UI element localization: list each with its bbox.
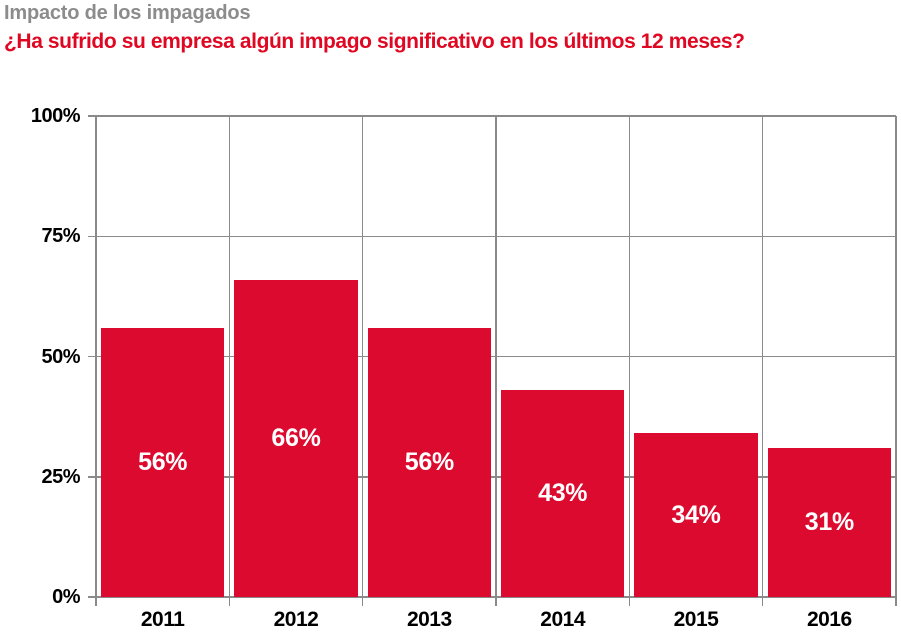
bar-2011: 56% [101,327,225,597]
horizontal-gridline [96,355,896,358]
chart-title: Impacto de los impagados [4,2,251,24]
x-tick-label: 2014 [540,608,586,631]
y-axis-tick [88,235,96,237]
x-axis-tick [361,597,364,606]
bar-value-label: 56% [404,447,454,476]
bar-2014: 43% [501,390,625,597]
plot-right-border [895,116,897,597]
x-axis-tick [95,597,97,606]
bar-2013: 56% [367,327,491,597]
x-axis-tick [895,597,897,606]
x-tick-label: 2016 [806,608,852,631]
x-tick-label: 2011 [140,608,185,631]
x-axis-tick [761,597,764,606]
chart-subtitle: ¿Ha sufrido su empresa algún impago sign… [4,30,745,53]
x-axis-tick [228,597,231,606]
horizontal-gridline [96,235,896,237]
bar-value-label: 31% [804,507,854,536]
bar-value-label: 66% [271,423,321,452]
y-tick-label: 0% [52,586,80,608]
y-axis-tick [88,115,96,117]
y-axis-tick [88,476,96,478]
y-axis-tick [88,355,96,358]
bar-value-label: 56% [138,447,188,476]
bar-2012: 66% [234,279,358,597]
x-tick-label: 2015 [673,608,719,631]
x-tick-label: 2012 [273,608,319,631]
horizontal-gridline [96,115,896,117]
y-tick-label: 50% [41,345,80,368]
y-tick-label: 100% [30,105,81,127]
plot-area: 56% 66% 56% 43% 34% 31% [95,115,897,598]
y-tick-label: 75% [41,225,80,248]
y-tick-label: 25% [41,465,80,488]
bar-2015: 34% [634,433,758,597]
horizontal-gridline [96,476,896,478]
x-axis-tick [628,597,631,606]
x-axis-line [96,596,896,598]
bar-value-label: 34% [671,500,721,529]
x-tick-label: 2013 [406,608,452,631]
x-axis-tick [495,597,497,606]
y-axis-tick [88,596,96,598]
bar-2016: 31% [767,447,891,597]
bar-value-label: 43% [538,479,588,508]
